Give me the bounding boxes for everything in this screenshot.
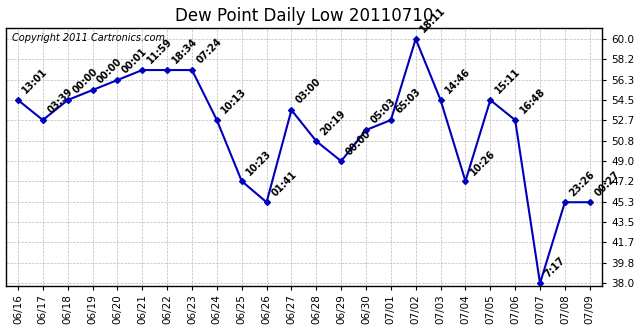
Text: 00:00: 00:00 [95, 57, 124, 86]
Text: 10:23: 10:23 [244, 148, 273, 177]
Text: 20:19: 20:19 [319, 108, 348, 137]
Text: 01:41: 01:41 [269, 169, 298, 198]
Title: Dew Point Daily Low 20110710: Dew Point Daily Low 20110710 [175, 7, 433, 25]
Text: 07:24: 07:24 [195, 37, 224, 66]
Text: 23:26: 23:26 [568, 169, 596, 198]
Text: 13:01: 13:01 [20, 67, 50, 96]
Text: Copyright 2011 Cartronics.com: Copyright 2011 Cartronics.com [12, 33, 164, 43]
Text: 18:11: 18:11 [419, 6, 447, 35]
Text: 18:34: 18:34 [170, 37, 199, 66]
Text: 10:13: 10:13 [220, 87, 248, 116]
Text: 05:03: 05:03 [369, 97, 398, 126]
Text: 14:46: 14:46 [444, 67, 472, 96]
Text: 00:01: 00:01 [120, 47, 149, 76]
Text: 00:00: 00:00 [70, 67, 99, 96]
Text: 65:03: 65:03 [394, 87, 422, 116]
Text: 16:48: 16:48 [518, 87, 547, 116]
Text: 7:17: 7:17 [543, 255, 567, 279]
Text: 00:00: 00:00 [344, 128, 373, 157]
Text: 11:59: 11:59 [145, 37, 174, 66]
Text: 03:00: 03:00 [294, 77, 323, 106]
Text: 03:39: 03:39 [45, 87, 75, 116]
Text: 15:11: 15:11 [493, 67, 522, 96]
Text: 00:27: 00:27 [593, 169, 621, 198]
Text: 10:26: 10:26 [468, 148, 497, 177]
